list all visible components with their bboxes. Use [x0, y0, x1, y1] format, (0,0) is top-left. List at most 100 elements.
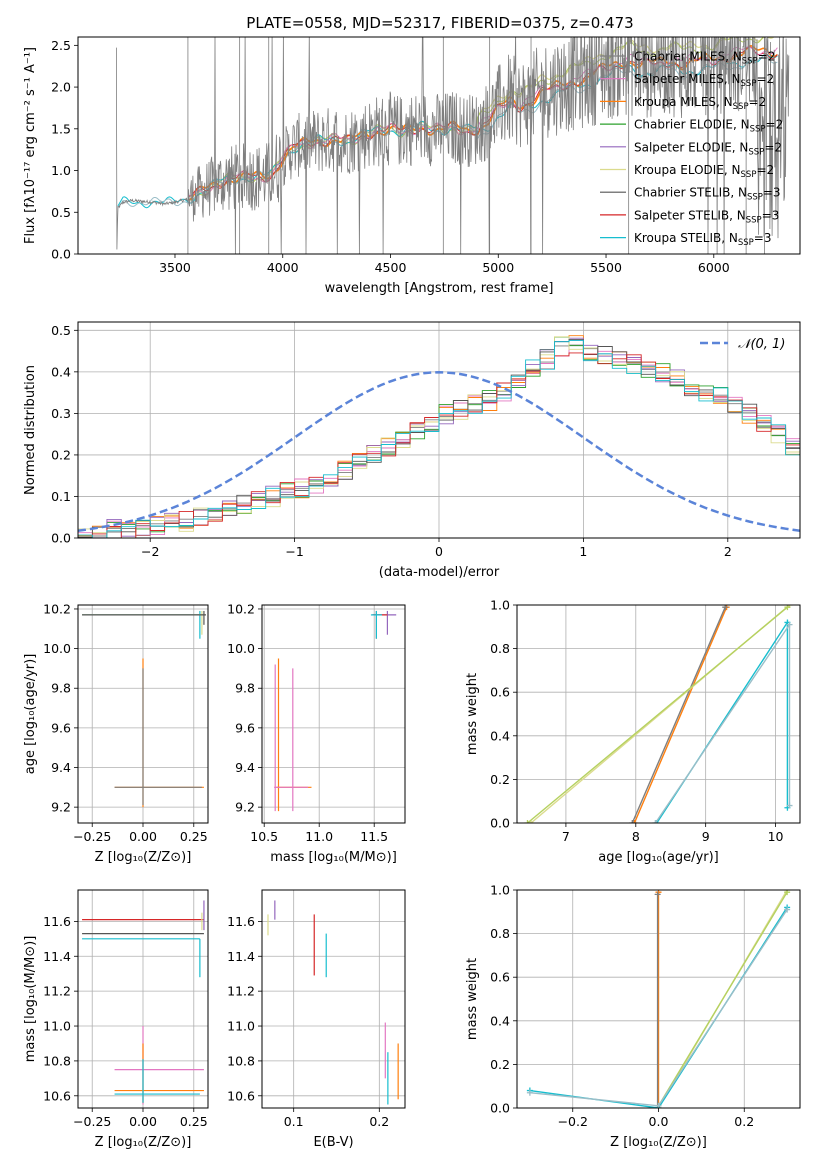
x-tick-label: 8: [632, 829, 640, 844]
x-tick-label: 4500: [375, 260, 407, 275]
chart-panel-age-vs-Z: −0.25 0.00 0.25 9.2 9.4 9.6 9.8 10.0 10.2 Z [log₁…: [23, 601, 209, 865]
legend-label: 𝒩(0, 1): [738, 337, 785, 352]
y-axis-label: mass weight: [465, 958, 480, 1040]
y-tick-label: 10.0: [43, 641, 71, 656]
weight-series-line: [527, 606, 788, 823]
y-tick-label: 9.6: [51, 720, 71, 735]
y-tick-label: 0.0: [51, 531, 71, 546]
y-tick-label: 9.4: [51, 760, 71, 775]
x-tick-label: 0.25: [180, 1114, 208, 1129]
legend-label: Salpeter STELIB, NSSP=3: [634, 208, 779, 225]
figure-title: PLATE=0558, MJD=52317, FIBERID=0375, z=0…: [246, 14, 633, 32]
errorbar-point: [114, 1059, 200, 1103]
legend-label: Salpeter ELODIE, NSSP=2: [634, 140, 782, 157]
y-tick-label: 0.0: [490, 1101, 510, 1116]
x-tick-label: 9: [702, 829, 710, 844]
y-tick-label: 1.0: [490, 883, 510, 898]
axes-frame: [77, 604, 209, 824]
plot-area-age-vs-Z: [82, 610, 206, 808]
legend-label: Chabrier ELODIE, NSSP=2: [634, 118, 783, 135]
x-tick-label: 0.2: [734, 1114, 754, 1129]
x-tick-label: 0.0: [649, 1114, 669, 1129]
weight-series-line: [657, 891, 788, 1107]
y-tick-label: 1.0: [490, 598, 510, 613]
y-tick-label: 9.4: [235, 760, 255, 775]
x-tick-label: 0.25: [180, 829, 208, 844]
y-tick-label: 0.1: [51, 489, 71, 504]
weight-marker: [524, 820, 531, 823]
y-tick-label: 10.2: [227, 601, 255, 616]
errorbar-point: [274, 664, 309, 812]
plot-area-mass-vs-Z: [82, 900, 205, 1105]
axes-frame: [261, 604, 406, 824]
errorbar-point: [82, 938, 201, 978]
plot-area-age-vs-mass: [274, 610, 397, 812]
chart-panel-spectrum: 3500 4000 4500 5000 5500 6000 0.0 0.5 1.0 1.5 2.0 2…: [23, 36, 801, 296]
x-tick-label: 0.00: [129, 829, 157, 844]
x-tick-label: −0.2: [558, 1114, 588, 1129]
legend-label: Kroupa ELODIE, NSSP=2: [634, 163, 774, 180]
y-tick-label: 1.5: [51, 121, 71, 136]
chart-panel-age-vs-mass: 10.5 11.0 11.5 9.2 9.4 9.6 9.8 10.0 10.2 mass [lo…: [227, 601, 406, 865]
y-tick-label: 9.2: [235, 800, 255, 815]
legend-label: Chabrier STELIB, NSSP=3: [634, 186, 781, 203]
axes-frame: [516, 889, 801, 1109]
y-tick-label: 0.3: [51, 406, 71, 421]
axes-frame: [77, 889, 209, 1109]
x-axis-label: age [log₁₀(age/yr)]: [598, 850, 719, 865]
chart-panel-residual-histogram: −2 −1 0 1 2 0.0 0.1 0.2 0.3 0.4 0.5 (data-model)/er…: [23, 321, 801, 580]
x-tick-label: 10: [768, 829, 784, 844]
y-tick-label: 0.4: [490, 728, 510, 743]
y-tick-label: 10.8: [43, 1053, 71, 1068]
y-tick-label: 0.5: [51, 323, 71, 338]
axes-frame: [261, 889, 406, 1109]
x-axis-label: E(B-V): [313, 1135, 353, 1150]
y-tick-label: 0.6: [490, 685, 510, 700]
x-tick-label: −0.25: [73, 829, 111, 844]
legend-label: Kroupa STELIB, NSSP=3: [634, 231, 772, 248]
y-tick-label: 11.2: [227, 984, 255, 999]
histogram-legend: 𝒩(0, 1): [700, 337, 785, 352]
chart-panel-mass-vs-ebv: 0.1 0.2 10.6 10.8 11.0 11.2 11.4 11.6 E(B-V): [227, 889, 406, 1150]
y-tick-label: 9.8: [51, 681, 71, 696]
y-tick-label: 0.5: [51, 205, 71, 220]
x-tick-label: 10.5: [250, 829, 278, 844]
x-tick-label: 7: [562, 829, 570, 844]
y-tick-label: 11.2: [43, 984, 71, 999]
plot-area-spectrum: [116, 37, 790, 254]
y-tick-label: 10.2: [43, 601, 71, 616]
y-tick-label: 0.4: [490, 1013, 510, 1028]
y-tick-label: 10.6: [227, 1088, 255, 1103]
x-axis-label: Z [log₁₀(Z/Z⊙)]: [95, 850, 192, 865]
y-tick-label: 11.4: [43, 949, 71, 964]
y-tick-label: 2.0: [51, 80, 71, 95]
plot-area-mass-vs-ebv: [267, 900, 399, 1105]
y-tick-label: 2.5: [51, 38, 71, 53]
weight-marker: [526, 1089, 533, 1096]
y-tick-label: 10.6: [43, 1088, 71, 1103]
y-axis-label: age [log₁₀(age/yr)]: [23, 654, 38, 775]
x-tick-label: 11.5: [360, 829, 388, 844]
x-tick-label: −0.25: [73, 1114, 111, 1129]
weight-series-line: [631, 606, 726, 823]
y-tick-label: 11.6: [43, 914, 71, 929]
x-axis-label: Z [log₁₀(Z/Z⊙)]: [95, 1135, 192, 1150]
normal-curve: [78, 371, 800, 532]
x-axis-label: Z [log₁₀(Z/Z⊙)]: [610, 1135, 707, 1150]
y-tick-label: 10.0: [227, 641, 255, 656]
errorbar-point: [114, 668, 202, 806]
chart-panel-mass-weight-vs-Z: −0.2 0.0 0.2 0.0 0.2 0.4 0.6 0.8 1.0 Z [log₁₀(Z/Z…: [465, 883, 801, 1150]
observed-spectrum-line: [116, 37, 790, 254]
y-axis-label: mass [log₁₀(M/M⊙)]: [23, 936, 38, 1063]
weight-marker: [786, 621, 793, 628]
y-tick-label: 0.8: [490, 641, 510, 656]
y-tick-label: 11.0: [43, 1019, 71, 1034]
y-tick-label: 9.6: [235, 720, 255, 735]
x-tick-label: 2: [724, 544, 732, 559]
x-tick-label: 11.0: [305, 829, 333, 844]
y-tick-label: 0.4: [51, 364, 71, 379]
x-tick-label: 0: [435, 544, 443, 559]
x-tick-label: 0.1: [284, 1114, 304, 1129]
errorbar-point: [82, 610, 206, 625]
y-tick-label: 0.2: [490, 1057, 510, 1072]
